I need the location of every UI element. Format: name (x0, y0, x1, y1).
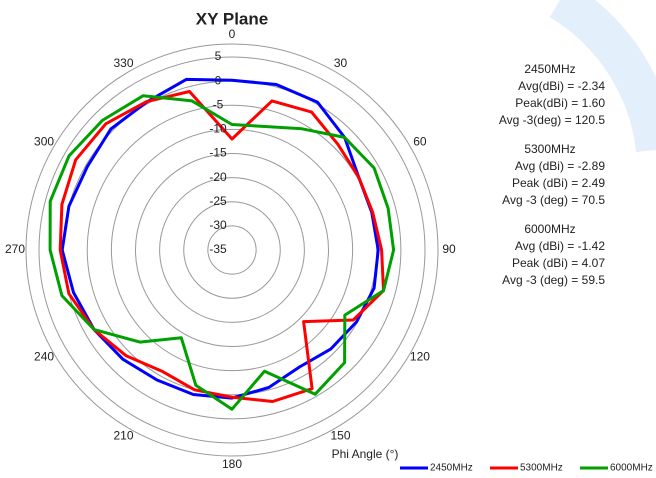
r-tick-label: -20 (209, 170, 227, 184)
grid-ring (63, 81, 401, 419)
x-axis-label: Phi Angle (°) (332, 447, 399, 461)
r-tick-label: 0 (215, 73, 222, 87)
stat-text: Peak (dBi) = 2.49 (512, 176, 605, 190)
grid-ring (136, 154, 329, 347)
chart-title: XY Plane (196, 9, 268, 28)
angle-label: 90 (442, 242, 456, 256)
r-tick-label: -25 (209, 194, 227, 208)
stat-text: 2450MHz (524, 62, 575, 76)
angle-label: 330 (113, 56, 133, 70)
outer-ring (26, 44, 438, 456)
legend-label: 5300MHz (520, 463, 563, 474)
stat-text: Avg(dBi) = -2.34 (518, 79, 605, 93)
stat-text: Avg -3 (deg) = 70.5 (502, 193, 605, 207)
grid-ring (160, 178, 305, 323)
grid-ring (87, 105, 377, 395)
r-tick-label: -10 (209, 122, 227, 136)
stat-text: Avg (dBi) = -1.42 (515, 239, 605, 253)
stat-text: Avg (dBi) = -2.89 (515, 159, 605, 173)
grid-ring (184, 202, 281, 299)
angle-label: 210 (113, 428, 133, 442)
angle-label: 270 (5, 242, 25, 256)
grid-ring (39, 57, 425, 443)
angle-label: 180 (222, 457, 242, 471)
grid-ring (111, 129, 352, 370)
stat-text: Peak (dBi) = 4.07 (512, 256, 605, 270)
angle-label: 240 (34, 350, 54, 364)
stat-text: 6000MHz (524, 222, 575, 236)
r-tick-label: -5 (213, 97, 224, 111)
r-tick-label: 5 (215, 49, 222, 63)
stat-text: Peak(dBi) = 1.60 (515, 96, 605, 110)
r-tick-label: -35 (209, 242, 227, 256)
angle-label: 60 (413, 135, 427, 149)
angle-label: 150 (330, 428, 350, 442)
angle-label: 120 (410, 350, 430, 364)
stat-text: 5300MHz (524, 142, 575, 156)
legend-label: 2450MHz (430, 463, 473, 474)
angle-label: 300 (34, 135, 54, 149)
chart: XY Plane Phi Angle (°) 0 30 60 90 120 150 180 2… (0, 0, 656, 478)
angle-label: 30 (334, 56, 348, 70)
r-tick-label: -30 (209, 218, 227, 232)
r-tick-label: -15 (209, 146, 227, 160)
legend-label: 6000MHz (610, 463, 653, 474)
stat-text: Avg -3 (deg) = 59.5 (502, 273, 605, 287)
angle-label: 0 (229, 27, 236, 41)
stat-text: Avg -3(deg) = 120.5 (499, 113, 606, 127)
